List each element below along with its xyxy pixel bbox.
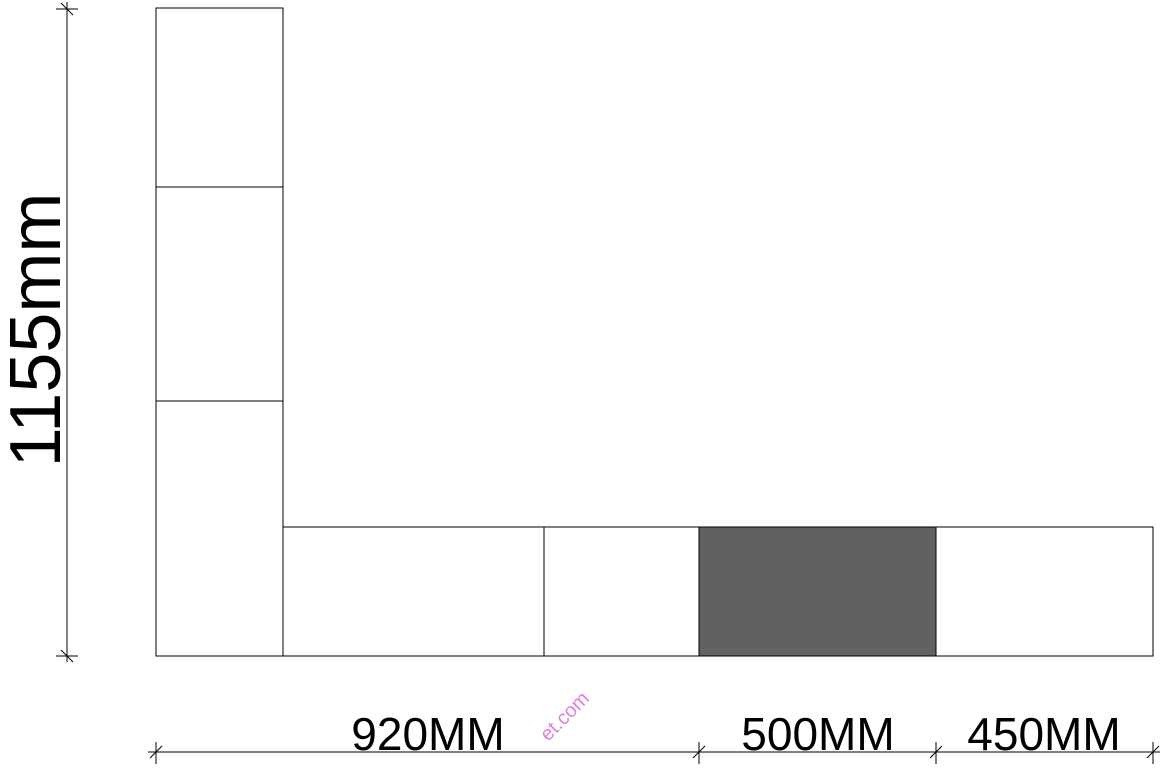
height-dimension-label: 1155mm xyxy=(0,193,76,468)
width-label-450: 450MM xyxy=(967,708,1120,760)
width-label-920: 920MM xyxy=(351,708,504,760)
horizontal-dimension xyxy=(148,742,1160,764)
base-cabinet-4 xyxy=(935,526,1154,657)
vertical-dimension-bottom-slash xyxy=(60,649,74,663)
vertical-dimension xyxy=(56,2,78,663)
tall-cabinet-bottom xyxy=(155,400,284,657)
vertical-dimension-top-slash xyxy=(60,2,74,16)
dimension-slash-3 xyxy=(929,745,943,759)
dimension-slash-end xyxy=(1146,745,1160,759)
base-cabinet-highlighted xyxy=(698,526,937,657)
width-label-500: 500MM xyxy=(741,708,894,760)
watermark: et.com xyxy=(536,688,594,746)
base-row xyxy=(282,526,1154,657)
tall-cabinet-top xyxy=(155,7,284,188)
dimension-slash-2 xyxy=(692,745,706,759)
tall-column xyxy=(155,7,284,657)
dimension-slash-start xyxy=(149,745,163,759)
base-cabinet-1 xyxy=(282,526,545,657)
tall-cabinet-middle xyxy=(155,186,284,402)
base-cabinet-2 xyxy=(543,526,700,657)
